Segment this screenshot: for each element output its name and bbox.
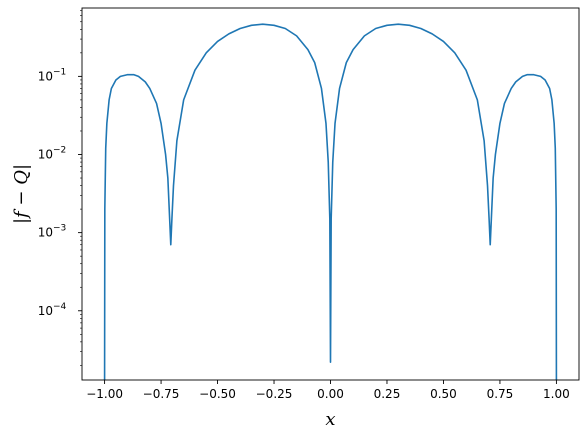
series-line-0 [103,23,558,380]
x-tick-label: −0.75 [143,387,180,401]
x-tick-label: −0.50 [199,387,236,401]
y-axis-ticks: 10−4 10−3 10−2 10−1 [38,10,82,366]
x-tick-label: 0.00 [317,387,344,401]
x-axis-label: x [325,409,335,430]
x-tick-label: −1.00 [86,387,123,401]
axes-frame [81,7,580,381]
x-axis-ticks: −1.00 −0.75 −0.50 −0.25 0.00 0.25 0.50 0.75 1.00 [86,380,570,401]
y-tick-label: 10−3 [38,224,67,240]
plot-area [103,23,558,380]
x-tick-label: 0.25 [374,387,401,401]
y-axis-label: |f − Q| [11,164,32,224]
y-tick-label: 10−4 [38,302,67,318]
x-tick-label: −0.25 [256,387,293,401]
y-tick-label: 10−2 [38,146,67,162]
x-tick-label: 1.00 [543,387,570,401]
x-tick-label: 0.50 [430,387,457,401]
y-tick-label: 10−1 [38,67,67,83]
x-tick-label: 0.75 [487,387,514,401]
